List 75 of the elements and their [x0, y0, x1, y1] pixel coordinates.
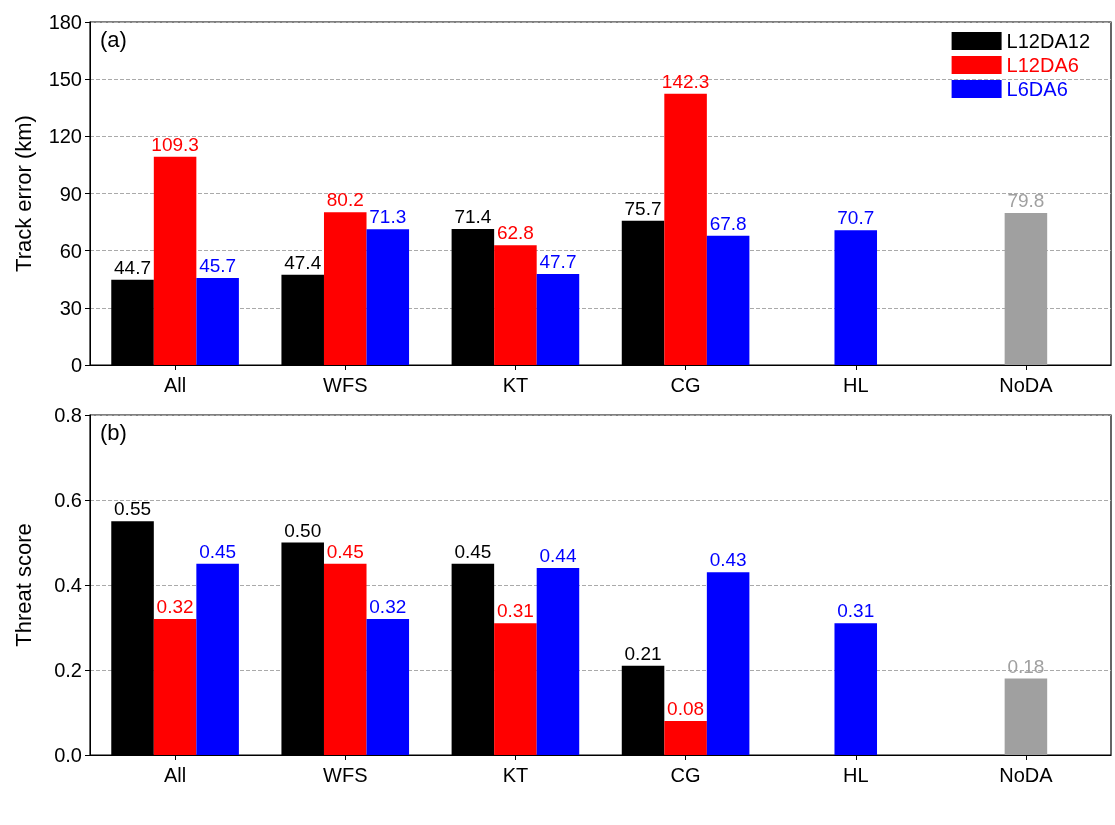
- y-axis-title: Threat score: [10, 523, 36, 647]
- bar: [536, 274, 580, 365]
- data-label: 0.08: [667, 698, 705, 719]
- data-label: 0.55: [114, 498, 152, 520]
- data-label: 47.7: [539, 251, 577, 273]
- bar: [323, 563, 367, 755]
- x-tick-label: HL: [842, 374, 869, 396]
- bar: [706, 235, 750, 365]
- data-label: 47.4: [284, 251, 322, 273]
- data-label: 44.7: [114, 256, 152, 278]
- data-label: 0.45: [326, 540, 364, 562]
- data-label: 71.3: [369, 206, 407, 228]
- y-tick-label: 0.6: [54, 489, 82, 511]
- y-axis-title: Track error (km): [10, 115, 36, 272]
- data-label: 0.43: [709, 549, 747, 571]
- x-tick-label: CG: [670, 764, 701, 786]
- data-label: 0.21: [624, 642, 662, 664]
- data-label: 0.31: [837, 600, 875, 622]
- data-label: 75.7: [624, 197, 662, 219]
- bar: [196, 563, 239, 755]
- data-label: 0.31: [496, 600, 534, 622]
- y-tick-label: 60: [59, 239, 82, 262]
- bar: [494, 623, 537, 755]
- legend-label: L12DA6: [1006, 54, 1079, 76]
- data-label: 62.8: [496, 222, 534, 244]
- x-tick-label: NoDA: [999, 764, 1054, 786]
- bar: [196, 277, 239, 365]
- x-tick-label: CG: [670, 374, 701, 396]
- y-tick-label: 120: [48, 125, 82, 148]
- y-tick-label: 180: [48, 11, 82, 33]
- data-label: 45.7: [199, 254, 237, 276]
- data-label: 0.50: [284, 519, 322, 541]
- data-label: 0.45: [199, 540, 237, 562]
- y-tick-label: 0: [70, 354, 82, 376]
- x-tick-label: All: [163, 764, 187, 786]
- data-label: 70.7: [837, 207, 875, 229]
- bar: [366, 619, 410, 755]
- y-tick-label: 30: [59, 296, 82, 319]
- x-tick-label: KT: [502, 764, 529, 786]
- data-label: 79.8: [1007, 189, 1045, 211]
- annotation: (a): [100, 26, 127, 52]
- data-label: 0.32: [369, 596, 407, 617]
- bar: [153, 156, 197, 365]
- data-label: 67.8: [709, 212, 747, 234]
- data-label: 0.32: [156, 596, 194, 617]
- legend-label: L12DA12: [1006, 30, 1091, 52]
- data-label: 80.2: [326, 189, 364, 211]
- data-label: 71.4: [454, 205, 492, 227]
- bar: [153, 619, 197, 755]
- x-tick-label: KT: [502, 374, 529, 396]
- bar: [1004, 678, 1048, 755]
- data-label: 0.45: [454, 540, 492, 562]
- x-tick-label: HL: [842, 764, 869, 786]
- bar: [536, 568, 580, 755]
- bar: [664, 93, 707, 365]
- data-label: 142.3: [661, 70, 710, 92]
- x-tick-label: All: [163, 374, 187, 396]
- annotation: (b): [100, 419, 127, 445]
- data-label: 0.44: [539, 545, 577, 566]
- y-tick-label: 0.4: [54, 574, 82, 596]
- bar: [323, 212, 367, 365]
- y-tick-label: 150: [48, 68, 82, 91]
- data-label: 109.3: [151, 133, 199, 155]
- bar: [706, 572, 750, 755]
- x-tick-label: NoDA: [999, 374, 1054, 396]
- legend-label: L6DA6: [1006, 78, 1068, 100]
- bar: [494, 245, 537, 365]
- y-tick-label: 90: [59, 182, 82, 205]
- y-tick-label: 0.8: [54, 404, 82, 426]
- x-tick-label: WFS: [323, 764, 368, 786]
- bar: [366, 229, 410, 365]
- y-tick-label: 0.0: [54, 744, 82, 766]
- bar: [664, 721, 707, 755]
- y-tick-label: 0.2: [54, 659, 82, 681]
- x-tick-label: WFS: [323, 374, 368, 396]
